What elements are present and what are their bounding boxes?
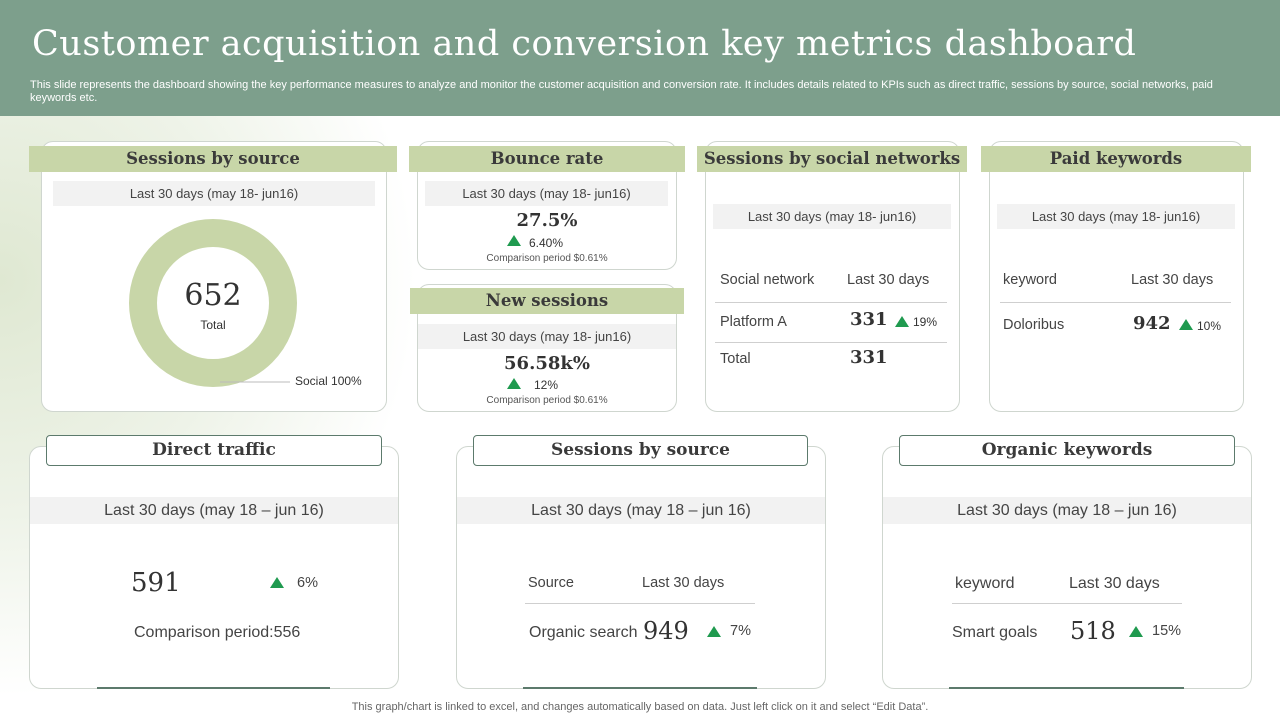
paid-keywords-row1-value: 942 [1133,313,1171,334]
new-sessions-value: 56.58k% [504,353,590,374]
sessions-source-row1-change: 7% [730,623,751,639]
sessions-source-title: Sessions by source [473,435,808,466]
sessions-source-row1-value: 949 [643,617,689,645]
paid-keywords-col-keyword: keyword [1003,272,1057,288]
organic-keywords-divider [952,603,1182,604]
sessions-donut-chart [129,219,297,387]
social-networks-row1-name: Platform A [720,314,787,330]
sessions-source-bottom-accent [523,687,757,689]
direct-traffic-change: 6% [297,575,318,591]
sessions-by-source-period: Last 30 days (may 18- jun16) [53,181,375,206]
organic-keywords-title: Organic keywords [899,435,1235,466]
paid-keywords-col-last30: Last 30 days [1131,272,1214,288]
header-banner: Customer acquisition and conversion key … [0,0,1280,116]
social-networks-col-network: Social network [720,272,815,288]
sessions-by-source-title: Sessions by source [29,146,397,172]
page-title: Customer acquisition and conversion key … [32,24,1137,64]
direct-traffic-card [29,446,399,689]
social-networks-row2-value: 331 [850,347,888,368]
sessions-source-col-last30: Last 30 days [642,575,725,591]
new-sessions-change: 12% [534,378,559,392]
organic-keywords-up-arrow-icon [1129,626,1143,637]
paid-keywords-row1-change: 10% [1197,319,1222,333]
paid-keywords-card [989,141,1244,412]
sessions-source-up-arrow-icon [707,626,721,637]
direct-traffic-comparison: Comparison period:556 [134,624,301,641]
organic-keywords-row1-name: Smart goals [952,624,1038,641]
direct-traffic-period: Last 30 days (may 18 – jun 16) [30,497,398,524]
donut-total-value: 652 [184,278,242,313]
paid-keywords-period: Last 30 days (may 18- jun16) [997,204,1235,229]
paid-keywords-title: Paid keywords [981,146,1251,172]
social-networks-row1-change: 19% [913,315,938,329]
social-networks-row2-name: Total [720,351,751,367]
organic-keywords-col-last30: Last 30 days [1069,575,1160,592]
bounce-rate-change: 6.40% [529,236,564,250]
social-networks-up-arrow-icon [895,316,909,327]
paid-keywords-divider [1000,302,1231,303]
sessions-source-divider [525,603,755,604]
footer-note: This graph/chart is linked to excel, and… [351,701,929,713]
direct-traffic-title: Direct traffic [46,435,382,466]
direct-traffic-bottom-accent [97,687,330,689]
organic-keywords-card [882,446,1252,689]
paid-keywords-up-arrow-icon [1179,319,1193,330]
organic-keywords-period: Last 30 days (may 18 – jun 16) [883,497,1251,524]
new-sessions-period: Last 30 days (may 18- jun16) [418,324,676,349]
bounce-rate-value: 27.5% [516,210,578,231]
page-subtitle: This slide represents the dashboard show… [30,79,1213,104]
social-networks-row1-value: 331 [850,309,888,330]
social-networks-title: Sessions by social networks [697,146,967,172]
bounce-rate-title: Bounce rate [409,146,685,172]
new-sessions-comparison: Comparison period $0.61% [486,395,608,406]
organic-keywords-col-keyword: keyword [955,575,1015,592]
new-sessions-up-arrow-icon [507,378,521,389]
organic-keywords-row1-value: 518 [1070,617,1116,645]
bounce-rate-period: Last 30 days (may 18- jun16) [425,181,668,206]
sessions-source-col-source: Source [528,575,574,591]
donut-legend-social: Social 100% [295,374,362,388]
sessions-source-row1-name: Organic search [529,624,638,641]
social-networks-divider-1 [715,302,947,303]
sessions-source-card [456,446,826,689]
social-networks-divider-2 [715,342,947,343]
new-sessions-title: New sessions [410,288,684,314]
social-networks-col-last30: Last 30 days [847,272,930,288]
social-networks-period: Last 30 days (may 18- jun16) [713,204,951,229]
paid-keywords-row1-name: Doloribus [1003,317,1065,333]
bounce-rate-up-arrow-icon [507,235,521,246]
direct-traffic-up-arrow-icon [270,577,284,588]
social-networks-card [705,141,960,412]
donut-total-label: Total [200,318,226,332]
donut-ring-social [129,219,297,387]
sessions-source-period: Last 30 days (may 18 – jun 16) [457,497,825,524]
organic-keywords-row1-change: 15% [1152,623,1182,639]
direct-traffic-value: 591 [131,568,181,598]
organic-keywords-bottom-accent [949,687,1184,689]
bounce-rate-comparison: Comparison period $0.61% [486,253,608,264]
